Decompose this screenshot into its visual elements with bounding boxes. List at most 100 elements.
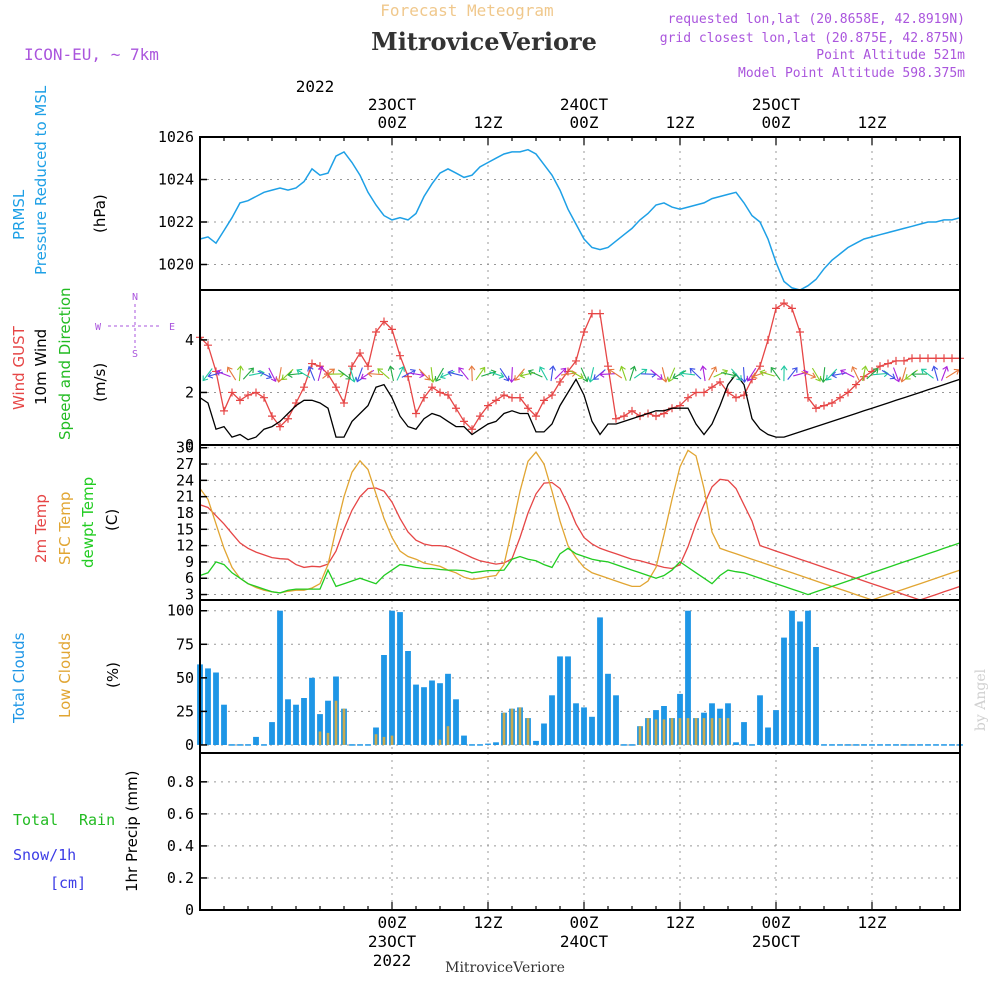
low-cloud-bar [526, 718, 530, 745]
wind-arrow-head [447, 369, 454, 377]
wind-arrow-head [207, 371, 214, 379]
gust-point [596, 309, 604, 318]
compass-s: S [132, 349, 138, 360]
wind-arrow-head [355, 376, 362, 383]
wind-arrow-head [226, 366, 233, 373]
compass-e: E [169, 322, 175, 333]
wind-direction-arrow [215, 369, 231, 378]
pressure-ytick-label: 1020 [158, 256, 194, 274]
wind-arrow-shaft [242, 368, 254, 380]
wind-arrow-head [759, 369, 766, 377]
wind-arrow-shaft [475, 368, 485, 381]
wind-arrow-head [942, 365, 949, 372]
wind-arrow-shaft [430, 367, 434, 382]
wind-arrow-shaft [550, 367, 554, 382]
total-cloud-bar [613, 695, 619, 745]
wind-arrow-head [791, 367, 798, 373]
wind-arrow-head [215, 369, 222, 376]
gust-point [788, 304, 796, 313]
wind-arrow-shaft [449, 371, 463, 377]
wind-direction-arrow [475, 366, 486, 381]
wind-arrow-head [894, 376, 901, 383]
clouds-ytick-label: 50 [176, 669, 194, 687]
wind-arrow-head [889, 373, 896, 380]
wind-arrow-shaft [418, 368, 430, 380]
total-cloud-bar [309, 677, 315, 745]
wind-arrow-head [266, 372, 273, 380]
wind-direction-arrow [317, 365, 325, 382]
wind-arrow-shaft [499, 367, 509, 381]
wind-ytick-label: 2 [185, 383, 194, 401]
wind-unit: (m/s) [91, 363, 109, 402]
gust-point [836, 393, 844, 402]
wind-arrow-shaft [322, 369, 334, 379]
wind-arrow-head [281, 374, 288, 381]
gust-point [492, 396, 500, 405]
low-cloud-bar [718, 718, 722, 745]
gust-point [388, 325, 396, 334]
wind-arrow-shaft [589, 367, 595, 382]
low-cloud-bar [374, 734, 378, 745]
wind-arrow-shaft [852, 367, 860, 381]
wind-arrow-head [429, 377, 436, 383]
gust-point [340, 398, 348, 407]
pressure-label-prmsl: PRMSL [10, 189, 28, 240]
wind-arrow-head [746, 375, 753, 382]
low-cloud-bar [518, 707, 522, 745]
total-cloud-bar [565, 656, 571, 745]
wind-arrow-shaft [721, 372, 735, 377]
total-cloud-bar [773, 710, 779, 745]
pressure-ytick-label: 1024 [158, 171, 194, 189]
low-cloud-bar [438, 739, 442, 745]
wind-direction-arrow [661, 367, 669, 383]
wind-direction-arrow [226, 366, 237, 381]
total-cloud-bar [381, 655, 387, 745]
low-cloud-bar [382, 736, 386, 745]
gust-point [380, 317, 388, 326]
temp-sfc-label: SFC Temp [56, 492, 74, 565]
gust-point [420, 393, 428, 402]
wind-direction-arrow [275, 367, 283, 383]
rain-label-total: Total [13, 811, 58, 829]
total-cloud-bar [325, 700, 331, 745]
wind-arrow-shaft [811, 367, 821, 381]
wind-direction-arrow [708, 366, 718, 381]
low-cloud-bar [686, 718, 690, 745]
wind-arrow-head [815, 375, 822, 382]
gust-point [716, 377, 724, 386]
wind-arrow-shaft [278, 367, 282, 382]
wind-arrow-head [920, 368, 927, 375]
pressure-panel-frame [199, 136, 961, 291]
gust-point [932, 354, 940, 363]
total-cloud-bar [389, 610, 395, 745]
total-cloud-bar [557, 656, 563, 745]
gust-point [908, 354, 916, 363]
wind-direction-arrow [242, 367, 254, 380]
wind-direction-arrow [377, 368, 390, 380]
wind-direction-arrow [396, 366, 405, 381]
wind-arrow-head [736, 375, 742, 381]
wind-arrow-shaft [761, 371, 775, 377]
wind-direction-arrow [249, 369, 265, 377]
gust-point [476, 412, 484, 421]
gust-point [916, 354, 924, 363]
wind-direction-arrow [892, 367, 901, 383]
gust-point [300, 383, 308, 392]
low-cloud-bar [446, 726, 450, 745]
compass-rose: N S W E [95, 292, 175, 360]
total-cloud-bar [493, 742, 499, 745]
gust-point [580, 328, 588, 337]
wind-direction-arrow [730, 368, 742, 381]
total-cloud-bar [205, 668, 211, 745]
wind-arrow-shaft [489, 371, 503, 377]
wind-arrow-head [587, 377, 595, 383]
wind-arrow-head [458, 367, 464, 373]
clouds-total-label: Total Clouds [10, 632, 28, 724]
wind-ytick-label: 0 [185, 436, 194, 454]
wind-arrow-head [434, 375, 441, 382]
wind-direction-arrow [667, 367, 676, 383]
wind-direction-arrow [780, 365, 788, 382]
wind-arrow-shaft [569, 370, 583, 378]
gust-point [372, 328, 380, 337]
low-cloud-bar [326, 732, 330, 745]
